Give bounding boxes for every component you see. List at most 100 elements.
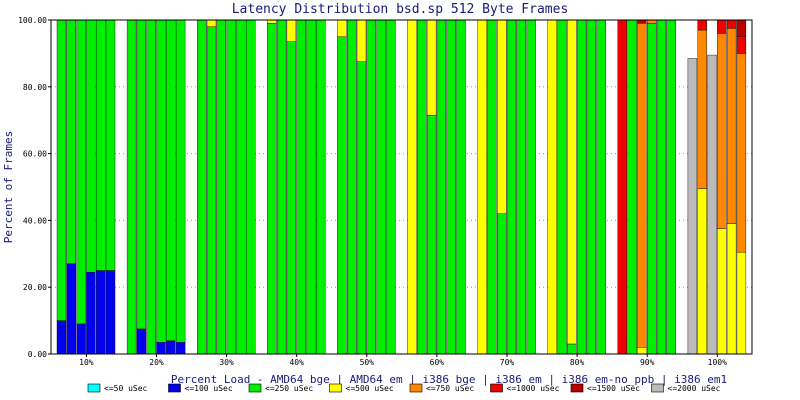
bar-segment	[196, 19, 207, 355]
legend-label: <=500 uSec	[346, 384, 394, 393]
bar-segment	[637, 347, 647, 355]
bar-segment	[596, 19, 606, 355]
bar-segment	[366, 19, 376, 355]
bar-segment	[286, 19, 297, 42]
bar-segment	[356, 19, 367, 62]
bar-segment	[86, 271, 96, 355]
legend-item: <=750 uSec	[409, 383, 474, 393]
bar-segment	[637, 23, 647, 348]
bar-segment	[446, 19, 456, 355]
bar-segment	[576, 19, 587, 355]
chart-title: Latency Distribution bsd.sp 512 Byte Fra…	[232, 2, 569, 17]
bar-segment	[647, 19, 657, 24]
bar-segment	[86, 19, 96, 273]
legend-item: <=250 uSec	[248, 383, 313, 393]
bar-segment	[726, 19, 737, 29]
bar-segment	[697, 188, 707, 355]
legend-swatch	[248, 383, 262, 393]
legend-label: <=1500 uSec	[587, 384, 640, 393]
bar-segment	[586, 19, 597, 355]
legend-swatch	[329, 383, 342, 393]
bar-segment	[296, 19, 306, 355]
legend-item: <=100 uSec	[168, 383, 233, 393]
bar-segment	[136, 328, 147, 355]
bar-segment	[206, 19, 217, 27]
bar-segment	[717, 228, 727, 355]
bar-segment	[95, 270, 106, 355]
legend-swatch	[409, 383, 423, 393]
bar-segment	[226, 19, 236, 355]
bar-segment	[206, 26, 217, 355]
bar-segment	[316, 19, 326, 355]
bar-segment	[175, 19, 186, 343]
x-tick-label: 20%	[149, 358, 164, 367]
x-tick-label: 30%	[219, 358, 234, 367]
y-tick-label: 0.00	[28, 350, 47, 359]
bar-segment	[236, 19, 246, 355]
bar-segment	[567, 19, 577, 345]
bar-segment	[617, 19, 627, 355]
bar-segment	[156, 342, 166, 355]
plot-frame	[50, 19, 753, 355]
x-tick-label: 90%	[640, 358, 655, 367]
legend-swatch	[87, 383, 101, 393]
bar-segment	[66, 19, 77, 265]
x-tick-label: 80%	[570, 358, 585, 367]
bar-segment	[736, 19, 747, 37]
bar-segment	[56, 320, 67, 355]
bar-segment	[426, 114, 437, 355]
bar-segment	[516, 19, 526, 355]
x-tick-labels: 10% 20% 30% 40% 50% 60% 70% 80% 90% 100%	[79, 358, 727, 367]
bar-segment	[697, 29, 707, 189]
bar-segment	[717, 33, 727, 229]
bar-segment	[637, 19, 647, 24]
bar-segment	[126, 19, 137, 355]
bars-group	[56, 19, 747, 355]
x-axis-label: Percent Load - AMD64 bge | AMD64 em | i3…	[171, 373, 727, 386]
bar-segment	[567, 343, 577, 355]
bar-segment	[105, 19, 116, 271]
y-axis-label: Percent of Frames	[2, 131, 15, 244]
bar-segment	[506, 19, 517, 355]
y-tick-label: 20.00	[23, 283, 47, 292]
bar-segment	[687, 58, 698, 355]
bar-segment	[717, 19, 727, 34]
bar-segment	[166, 19, 176, 341]
bar-segment	[647, 23, 657, 355]
legend-swatch	[570, 383, 584, 393]
legend-item: <=1500 uSec	[570, 383, 640, 393]
y-tick-label: 40.00	[23, 216, 47, 225]
bar-segment	[426, 19, 437, 116]
bar-segment	[547, 19, 557, 355]
legend-label: <=750 uSec	[426, 384, 474, 393]
axes	[48, 19, 753, 357]
bar-segment	[736, 251, 747, 355]
legend-label: <=2000 uSec	[668, 384, 721, 393]
bar-segment	[376, 19, 386, 355]
x-tick-label: 50%	[360, 358, 375, 367]
bar-segment	[245, 19, 256, 355]
bar-segment	[386, 19, 396, 355]
bar-segment	[407, 19, 417, 355]
legend-swatch	[651, 383, 664, 393]
x-tick-label: 60%	[430, 358, 445, 367]
bar-segment	[456, 19, 466, 355]
legend-swatch	[490, 383, 503, 393]
bar-segment	[497, 19, 507, 214]
bar-segment	[337, 36, 347, 355]
legend-item: <=500 uSec	[329, 383, 394, 393]
legend-item: <=1000 uSec	[490, 383, 560, 393]
bar-segment	[736, 53, 747, 253]
legend-label: <=100 uSec	[185, 384, 233, 393]
x-tick-label: 40%	[289, 358, 304, 367]
y-tick-label: 60.00	[23, 150, 47, 159]
legend: <=50 uSec <=100 uSec <=250 uSec <=500 uSec <…	[87, 383, 721, 393]
y-tick-labels: 0.00 20.00 40.00 60.00 80.00 100.00	[18, 16, 47, 359]
bar-segment	[627, 19, 637, 355]
bar-segment	[267, 19, 277, 24]
x-tick-label: 100%	[708, 358, 727, 367]
y-tick-label: 80.00	[23, 83, 47, 92]
bar-segment	[487, 19, 497, 355]
